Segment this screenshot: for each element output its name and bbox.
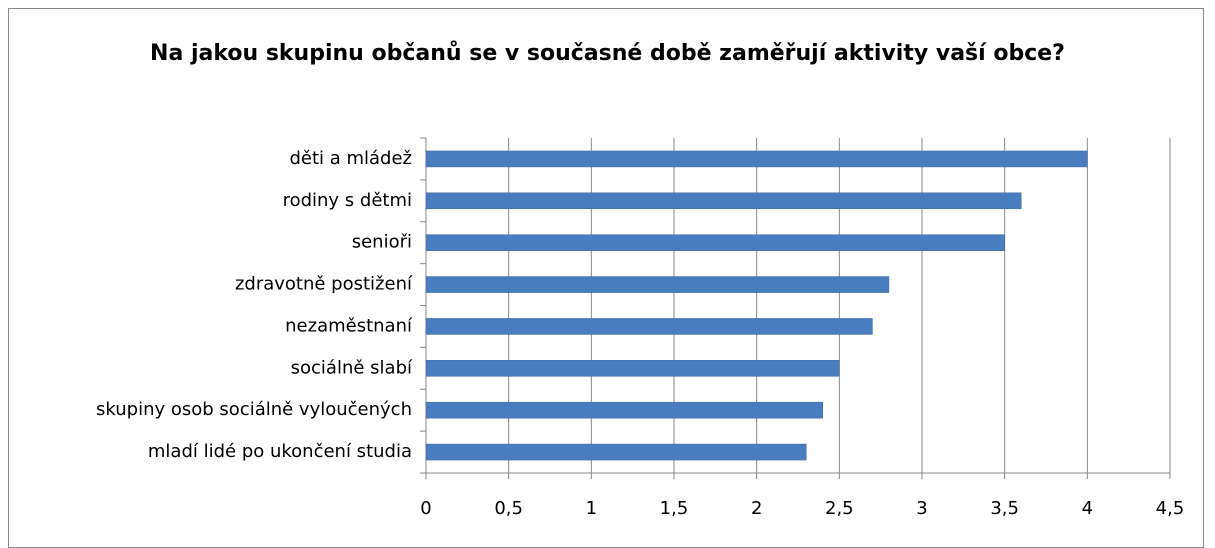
chart-title: Na jakou skupinu občanů se v současné do… <box>150 41 1065 66</box>
y-tick-label: sociálně slabí <box>291 357 413 378</box>
bar <box>425 150 1088 168</box>
y-tick-label: skupiny osob sociálně vyloučených <box>96 399 412 420</box>
page: Na jakou skupinu občanů se v současné do… <box>8 8 1204 548</box>
x-tick-label: 1,5 <box>660 498 689 519</box>
y-tick-label: rodiny s dětmi <box>283 190 412 211</box>
x-tick-label: 2 <box>751 498 762 519</box>
y-tick-label: mladí lidé po ukončení studia <box>148 441 412 462</box>
bar <box>425 276 890 293</box>
bar <box>425 234 1005 251</box>
bar <box>425 318 873 335</box>
bar <box>425 401 824 419</box>
bar <box>425 192 1022 210</box>
x-tick-label: 0 <box>420 498 431 519</box>
bar <box>425 443 807 461</box>
y-tick-label: senioři <box>352 232 412 253</box>
x-tick-label: 4,5 <box>1156 498 1185 519</box>
y-tick-label: zdravotně postižení <box>235 274 413 295</box>
x-tick-label: 1 <box>586 498 597 519</box>
bar <box>425 360 840 377</box>
y-tick-label: děti a mládež <box>289 148 412 169</box>
y-tick-label: nezaměstnaní <box>285 315 413 336</box>
x-tick-label: 3 <box>916 498 927 519</box>
x-tick-label: 3,5 <box>990 498 1019 519</box>
x-tick-label: 2,5 <box>825 498 854 519</box>
chart: 0 0,5 1 1,5 2 2,5 3 3,5 4 4,5 děti a mládež rodiny … <box>96 137 1185 519</box>
x-tick-label: 4 <box>1082 498 1093 519</box>
x-tick-label: 0,5 <box>494 498 523 519</box>
